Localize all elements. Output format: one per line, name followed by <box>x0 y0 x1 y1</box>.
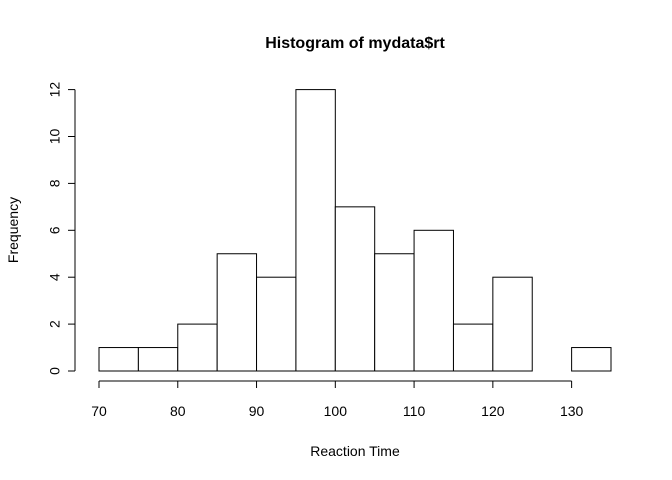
y-tick-label: 12 <box>47 82 63 98</box>
histogram-bar-110-115 <box>413 229 454 372</box>
chart-title: Histogram of mydata$rt <box>265 35 445 52</box>
x-tick-label: 120 <box>481 403 505 419</box>
y-tick-label: 2 <box>47 320 63 328</box>
histogram-bar-70-75 <box>98 347 139 372</box>
histogram-bar-105-110 <box>374 253 415 372</box>
x-axis: 70 80 90 100 110 120 130 <box>91 380 584 419</box>
y-tick-label: 6 <box>47 226 63 234</box>
x-axis-label: Reaction Time <box>310 443 400 459</box>
histogram-bar-95-100 <box>295 89 336 372</box>
histogram-bar-130-135 <box>571 347 612 372</box>
y-tick-label: 8 <box>47 179 63 187</box>
y-tick-label: 10 <box>47 129 63 145</box>
y-axis-label: Frequency <box>5 197 21 263</box>
y-tick-label: 4 <box>47 273 63 281</box>
x-tick-label: 70 <box>91 403 107 419</box>
x-tick-label: 100 <box>324 403 348 419</box>
histogram-bar-80-85 <box>177 323 218 372</box>
histogram-bar-115-120 <box>452 323 494 372</box>
x-tick-label: 110 <box>403 403 426 419</box>
bars-group <box>98 89 612 372</box>
y-axis: 0 2 4 6 8 10 12 <box>47 82 76 375</box>
histogram-bar-120-125 <box>492 276 533 372</box>
y-tick-label: 0 <box>47 367 63 375</box>
histogram-bar-100-105 <box>334 206 376 372</box>
x-tick-label: 130 <box>560 403 584 419</box>
histogram-bar-85-90 <box>216 253 258 372</box>
x-tick-label: 90 <box>249 403 265 419</box>
histogram-bar-75-80 <box>137 347 179 372</box>
histogram-bar-90-95 <box>256 276 297 372</box>
x-tick-label: 80 <box>170 403 186 419</box>
